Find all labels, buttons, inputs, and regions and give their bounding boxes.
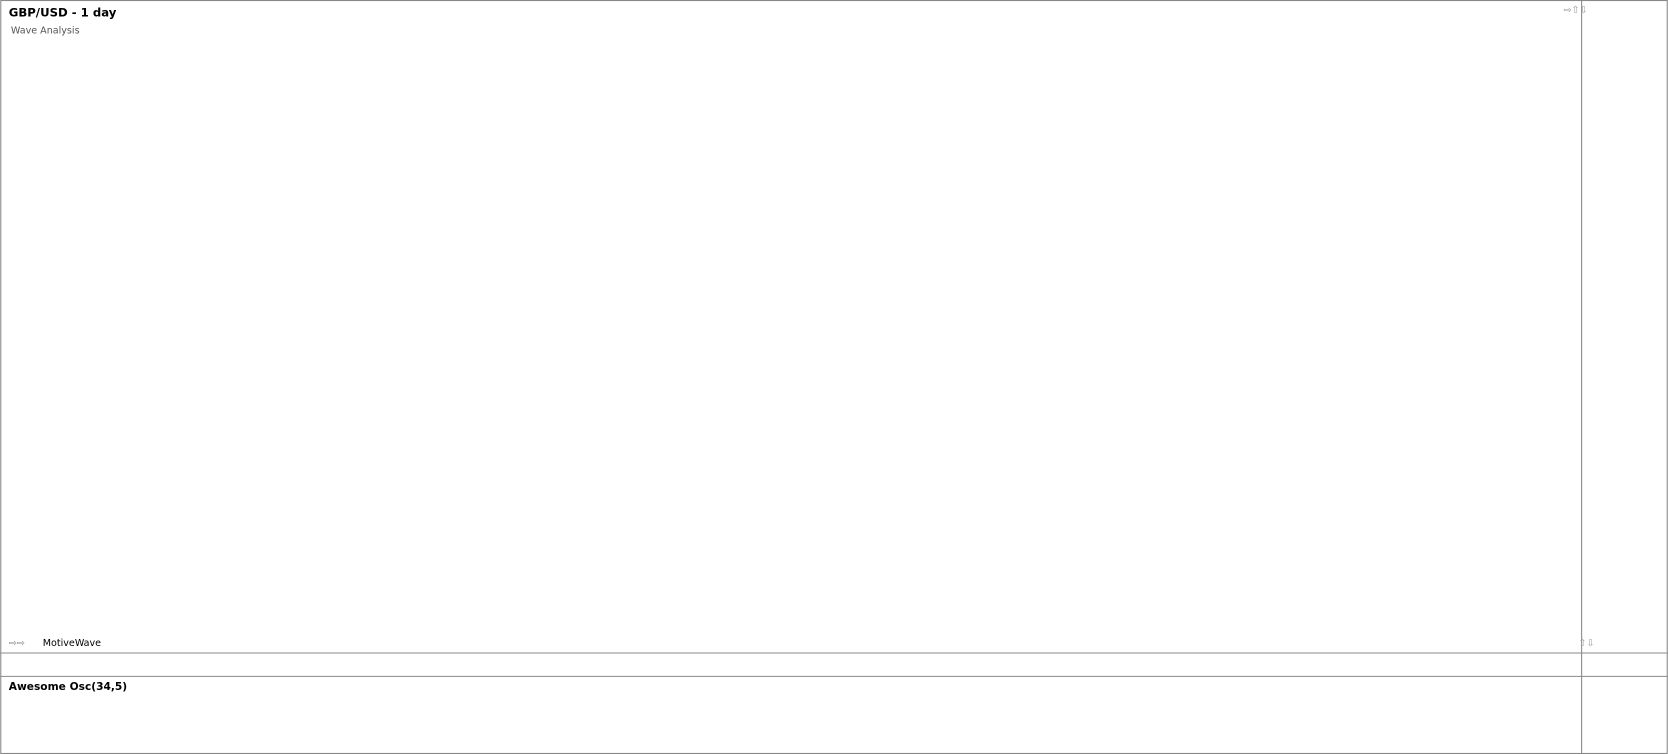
nav-icons[interactable]: ⇧⇩ <box>1578 638 1594 649</box>
watermark: MotiveWave <box>43 638 101 649</box>
chart-subtitle: Wave Analysis <box>11 25 80 36</box>
chart-title: GBP/USD - 1 day <box>9 5 117 19</box>
oscillator-title: Awesome Osc(34,5) <box>9 680 127 693</box>
nav-icons[interactable]: ⇨⇧⇩ <box>1564 5 1588 16</box>
watermark-icon: ⇨⇨ <box>9 638 25 649</box>
